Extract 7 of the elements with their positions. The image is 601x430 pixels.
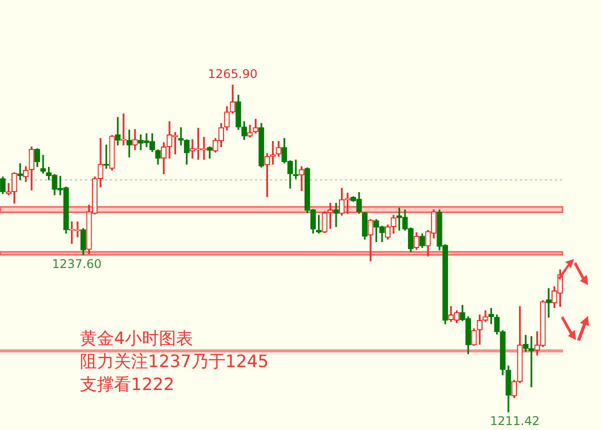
annotation: 1237.60 xyxy=(52,257,102,271)
text: 黄金4小时图表 xyxy=(80,328,194,351)
text: 1211.42 xyxy=(490,414,540,428)
annotation: 阻力关注1237乃于1245 xyxy=(80,351,269,374)
annotation: 1265.90 xyxy=(208,67,258,82)
candlestick xyxy=(333,202,339,227)
annotation: 支撑看1222 xyxy=(80,374,176,397)
